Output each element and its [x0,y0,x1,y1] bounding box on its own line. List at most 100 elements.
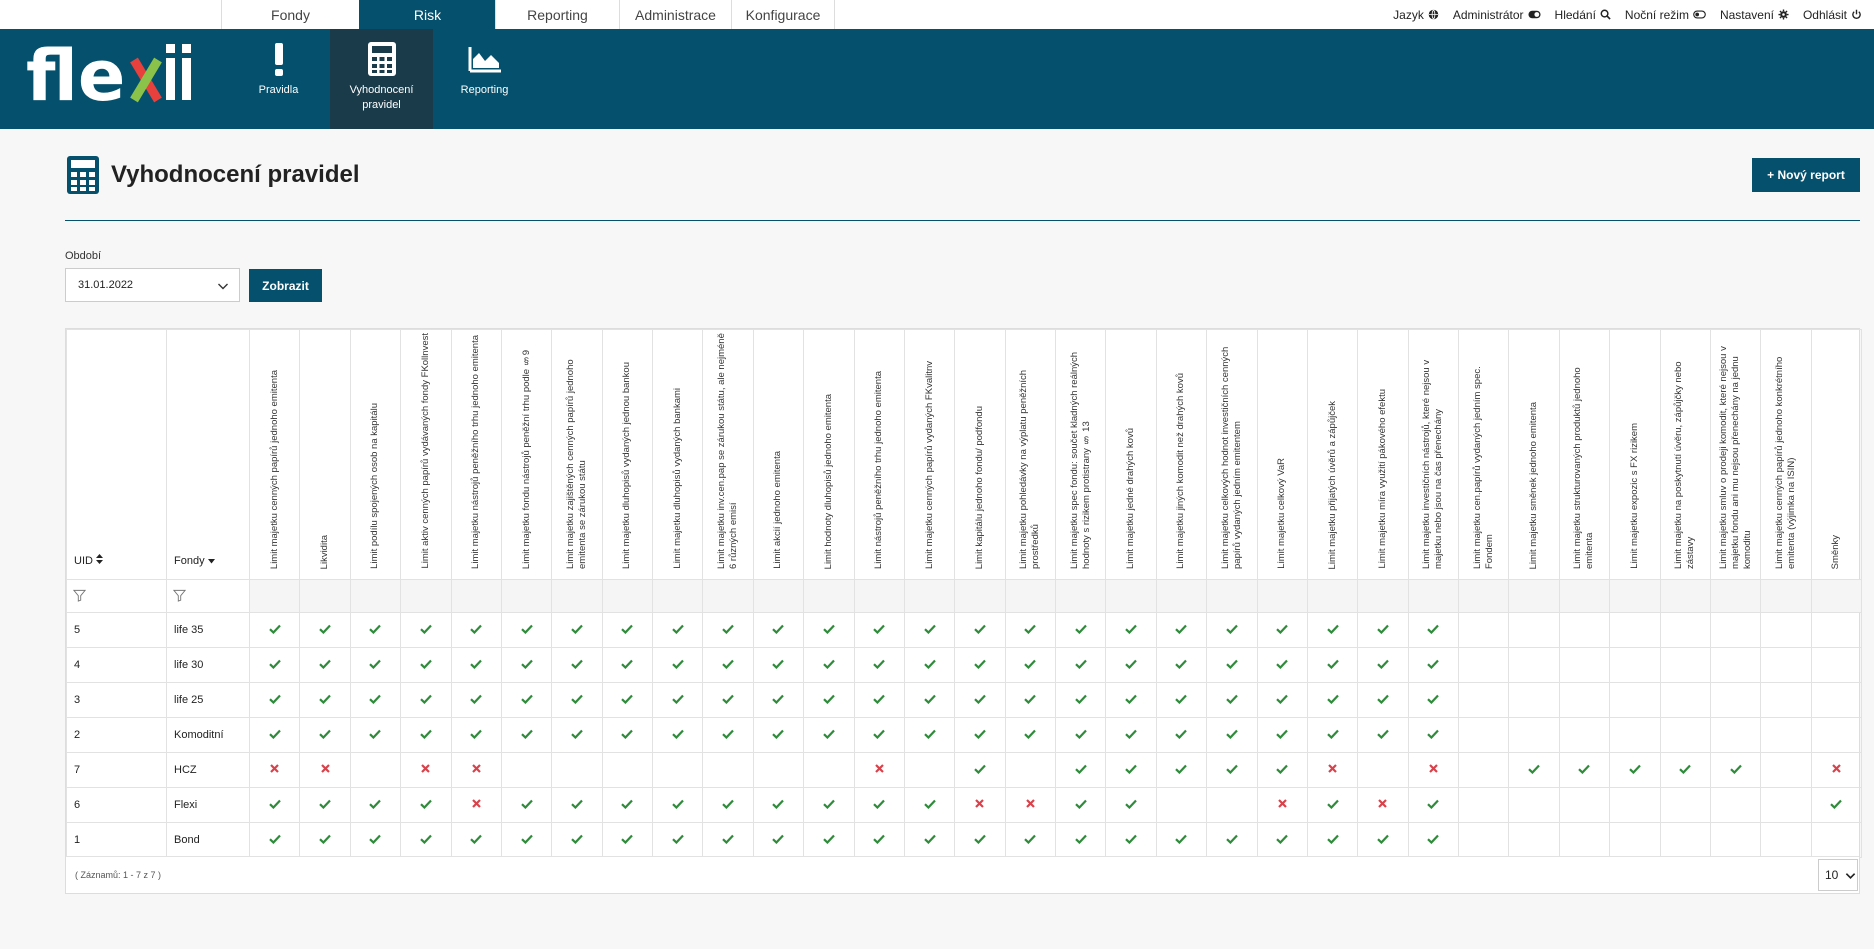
column-header-rule[interactable]: Likvidita [299,329,351,580]
period-select[interactable]: 31.01.2022 [65,268,240,302]
column-header-rule[interactable]: Limit majetku spec fondu: součet kladnýc… [1054,329,1107,580]
column-header-rule[interactable]: Limit podílu spojených osob na kapitálu [349,329,402,580]
column-header-rule[interactable]: Limit majetku nástrojů peněžního trhu je… [450,329,502,580]
column-header-rule[interactable]: Limit majetku cen.papírů vydaných jedním… [1457,329,1510,580]
cell-result [1256,612,1308,648]
filter-fondy[interactable] [166,579,250,613]
tab-administrace[interactable]: Administrace [619,0,731,29]
cell-result [551,647,603,683]
cell-result [1609,647,1661,683]
column-header-rule[interactable]: Limit majetku investičních nástrojů, kte… [1407,329,1460,580]
module-vyhodnoceni-pravidel[interactable]: Vyhodnocení pravidel [330,29,433,129]
table-row[interactable]: 4 life 30 [66,647,1863,683]
module-pravidla[interactable]: Pravidla [227,29,330,129]
column-header-rule[interactable]: Limit majetku cenných papírů jednoho emi… [248,329,301,580]
admin-toggle[interactable]: Administrátor [1453,8,1541,22]
check-icon [420,659,432,669]
check-icon [1226,729,1238,739]
cell-result [601,822,654,858]
column-header-rule[interactable]: Limit majetku na poskytnutí úvěru, zápůj… [1659,329,1711,580]
show-button[interactable]: Zobrazit [249,269,322,302]
column-header-fondy[interactable]: Fondy [166,329,250,580]
filter-cell [601,579,654,613]
column-title: Fondy [174,555,205,567]
column-header-rule[interactable]: Limit majetku dluhopisů vydaných jednou … [601,329,654,580]
check-icon [923,694,936,704]
table-row[interactable]: 1 Bond [66,822,1863,858]
column-header-rule[interactable]: Limit majetku cenných papírů vydaných FK… [903,329,956,580]
module-reporting[interactable]: Reporting [433,29,536,129]
cell-result [551,717,603,753]
column-header-rule[interactable]: Limit majetku přijatých úvěrů a zápůjček [1306,329,1359,580]
cell-result [1105,822,1157,858]
logout-button[interactable]: Odhlásit [1803,8,1862,22]
column-header-rule[interactable]: Směnky [1810,329,1863,580]
cross-icon [1328,764,1337,773]
cell-result [601,612,654,648]
column-header-rule[interactable]: Limit majetku míra využití pákového efek… [1357,329,1409,580]
column-header-rule[interactable]: Limit majetku jedné drahých kovů [1105,329,1157,580]
column-header-rule[interactable]: Limit majetku inv.cen.pap se zárukou stá… [702,329,754,580]
column-header-rule[interactable]: Limit majetku cenných papírů jednoho kon… [1760,329,1812,580]
column-header-rule[interactable]: Limit majetku fondu nástrojů peněžní trh… [500,329,553,580]
tab-konfigurace[interactable]: Konfigurace [731,0,835,29]
check-icon [873,694,885,704]
column-header-uid[interactable]: UID [66,329,167,580]
new-report-button[interactable]: + Nový report [1752,158,1860,192]
check-icon [823,834,835,844]
filter-uid[interactable] [66,579,167,613]
column-header-rule[interactable]: Limit akcií jednoho emitenta [752,329,805,580]
page-size-select[interactable]: 10 [1818,859,1858,891]
settings-menu[interactable]: Nastavení [1720,8,1789,22]
column-header-rule[interactable]: Limit majetku jiných komodit než drahých… [1155,329,1208,580]
check-icon [1226,834,1238,844]
column-header-rule[interactable]: Limit majetku zajištěných cenných papírů… [551,329,603,580]
check-icon [823,729,835,739]
cell-result [349,717,402,753]
search-menu[interactable]: Hledání [1555,8,1611,22]
svg-text:fle: fle [26,42,125,112]
night-mode-toggle[interactable]: Noční režim [1625,8,1706,22]
table-row[interactable]: 2 Komoditní [66,717,1863,753]
cell-uid: 1 [66,822,167,858]
tab-reporting[interactable]: Reporting [495,0,619,29]
cell-result [1155,752,1208,788]
check-icon [470,659,482,669]
flexii-logo[interactable]: fle [26,42,198,112]
cell-result [400,682,452,718]
cell-result [1558,612,1611,648]
cross-icon [1026,799,1035,808]
column-header-rule[interactable]: Limit majetku pohledávky na výplatu peně… [1004,329,1057,580]
column-header-rule[interactable]: Limit majetku celkových hodnot investičn… [1206,329,1258,580]
column-header-rule[interactable]: Limit majetku smluv o prodeji komodit, k… [1709,329,1762,580]
check-icon [520,799,533,809]
search-icon [1600,9,1611,20]
table-row[interactable]: 7 HCZ [66,752,1863,788]
column-header-rule[interactable]: Limit hodnoty dluhopisů jednoho emitenta [803,329,855,580]
column-header-rule[interactable]: Limit majetku expozic s FX rizikem [1609,329,1661,580]
check-icon [420,799,432,809]
language-menu[interactable]: Jazyk [1393,8,1439,22]
cell-result [500,787,553,823]
check-icon [571,834,583,844]
check-icon [319,694,331,704]
cell-result [400,822,452,858]
column-header-rule[interactable]: Limit nástrojů peněžního trhu jednoho em… [853,329,905,580]
cell-result [1659,717,1711,753]
column-header-rule[interactable]: Limit kapitálu jednoho fondu/ podfondu [954,329,1006,580]
column-header-rule[interactable]: Limit majetku strukturovaných produktů j… [1558,329,1611,580]
column-header-rule[interactable]: Limit majetku směnek jednoho emitenta [1508,329,1560,580]
cell-result [1457,717,1510,753]
rule-label: Limit majetku cenných papírů jednoho kon… [1773,356,1797,569]
table-row[interactable]: 3 life 25 [66,682,1863,718]
tab-fondy[interactable]: Fondy [221,0,359,29]
check-icon [621,659,634,669]
column-header-rule[interactable]: Limit majetku dluhopisů vydaných bankami [651,329,704,580]
chevron-down-icon [1846,872,1856,879]
table-row[interactable]: 6 Flexi [66,787,1863,823]
table-row[interactable]: 5 life 35 [66,612,1863,648]
cell-result [551,822,603,858]
column-header-rule[interactable]: Limit majetku celkový VaR [1256,329,1308,580]
tab-risk[interactable]: Risk [359,0,495,29]
column-header-rule[interactable]: Limit aktiv cenných papírů vydávaných fo… [400,329,452,580]
